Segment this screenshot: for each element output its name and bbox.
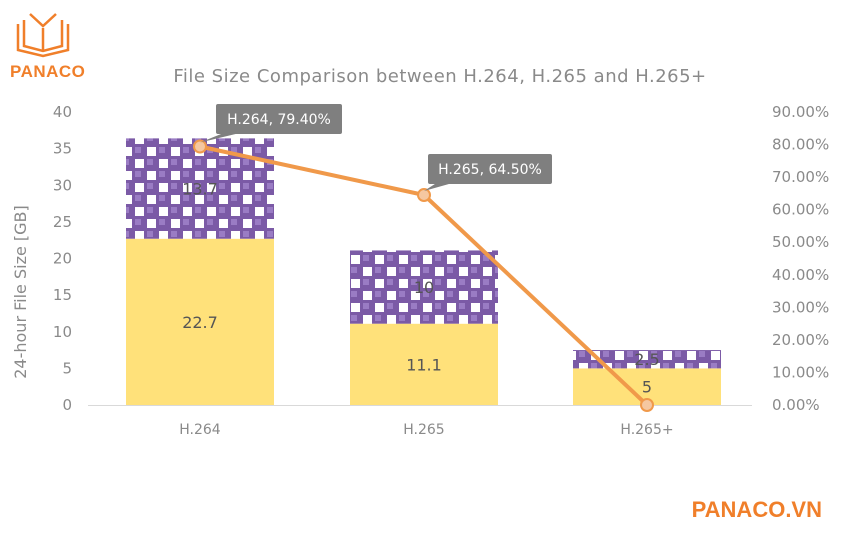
line-point [417, 188, 431, 203]
y2-tick-label: 80.00% [772, 136, 829, 154]
bar-base-label: 22.7 [182, 313, 218, 332]
y-tick-label: 25 [53, 213, 72, 231]
bar-top [350, 250, 498, 324]
bar-base [126, 238, 274, 405]
y2-tick-label: 70.00% [772, 168, 829, 186]
x-category-label: H.265 [403, 422, 444, 438]
callout-pointer [200, 132, 244, 143]
callout-label: H.264, 79.40% [227, 112, 331, 128]
logo: PANACO [10, 13, 86, 82]
y-tick-label: 35 [53, 140, 72, 158]
bar-top-label: 2.5 [634, 350, 659, 369]
y-tick-label: 10 [53, 323, 72, 341]
y2-tick-label: 50.00% [772, 233, 829, 251]
line-point [193, 139, 207, 154]
x-category-label: H.264 [179, 422, 221, 438]
y-tick-label: 40 [53, 103, 72, 121]
bar-base-label: 11.1 [406, 355, 442, 374]
book-logo-icon [16, 13, 70, 58]
logo-text: PANACO [10, 62, 86, 81]
bar-top-label: 13.7 [182, 180, 218, 199]
y2-tick-label: 30.00% [772, 298, 829, 316]
callout-box [428, 154, 552, 184]
line-point [640, 398, 654, 412]
bar-top [573, 350, 721, 369]
chart-title: File Size Comparison between H.264, H.26… [173, 66, 706, 87]
y-axis-label: 24-hour File Size [GB] [11, 205, 30, 379]
callout-pointer [424, 182, 456, 192]
y2-tick-label: 10.00% [772, 363, 829, 381]
footer-brand: PANACO.VN [691, 497, 822, 522]
callout-box [216, 104, 342, 134]
y-tick-label: 15 [53, 286, 72, 304]
x-category-label: H.265+ [620, 422, 673, 438]
y2-tick-label: 20.00% [772, 331, 829, 349]
y-tick-label: 0 [62, 396, 72, 414]
bar-base [350, 323, 498, 405]
y2-tick-label: 90.00% [772, 103, 829, 121]
y2-tick-label: 0.00% [772, 396, 820, 414]
bar-top [126, 138, 274, 239]
y-tick-label: 5 [62, 359, 72, 377]
bar-top-label: 10 [414, 278, 434, 297]
bar-base-label: 5 [642, 378, 652, 397]
y-tick-label: 30 [53, 176, 72, 194]
callout-label: H.265, 64.50% [438, 162, 542, 178]
y2-tick-label: 40.00% [772, 266, 829, 284]
y-tick-label: 20 [53, 250, 72, 268]
y2-tick-label: 60.00% [772, 201, 829, 219]
